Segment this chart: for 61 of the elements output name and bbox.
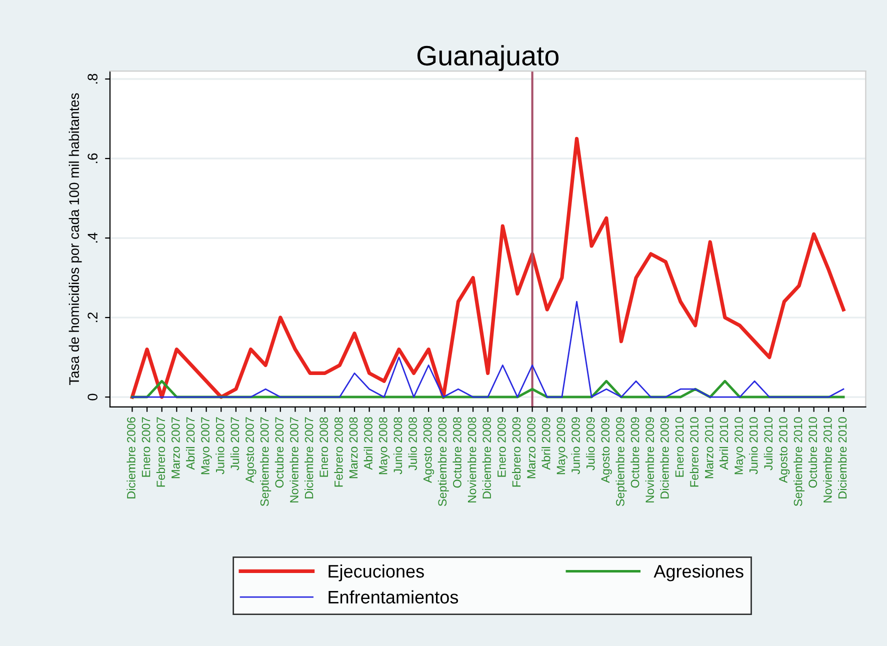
x-tick-label: Junio 2007 (216, 417, 224, 474)
x-tick-label: Abril 2007 (186, 417, 195, 470)
x-tick-label: Octubre 2010 (808, 417, 818, 488)
x-tick-label: Mayo 2009 (556, 417, 568, 474)
x-tick-label: Julio 2009 (586, 417, 595, 470)
y-tick-label: .8 (88, 74, 98, 84)
x-tick-label: Mayo 2010 (734, 417, 746, 474)
x-tick-label: Julio 2010 (764, 417, 773, 470)
y-tick-label: .2 (88, 312, 98, 322)
x-tick-label: Agosto 2008 (423, 417, 434, 483)
x-tick-label: Octubre 2009 (630, 417, 640, 488)
line-series (132, 300, 844, 398)
x-tick-label: Enero 2010 (675, 417, 684, 477)
x-tick-label: Diciembre 2007 (304, 417, 314, 498)
x-tick-label: Julio 2008 (408, 417, 417, 470)
y-tick-label: .4 (88, 232, 98, 243)
x-tick-label: Marzo 2008 (349, 417, 358, 478)
y-axis-title: Tasa de homicidios por cada 100 mil habitantes (68, 93, 82, 385)
x-tick-label: Marzo 2010 (704, 417, 714, 478)
x-tick-label: Noviembre 2007 (290, 417, 298, 502)
x-tick-label: Octubre 2008 (452, 417, 462, 488)
x-tick-label: Abril 2010 (719, 417, 728, 470)
x-tick-label: Septiembre 2007 (260, 417, 272, 506)
x-tick-label: Junio 2009 (571, 417, 580, 474)
x-tick-label: Diciembre 2008 (482, 417, 492, 498)
x-tick-label: Septiembre 2008 (438, 417, 449, 506)
x-tick-label: Marzo 2007 (171, 417, 180, 478)
legend-label: Agresiones (654, 564, 744, 582)
x-tick-label: Junio 2008 (393, 417, 402, 474)
x-tick-label: Agosto 2009 (601, 417, 612, 483)
x-tick-label: Febrero 2007 (156, 417, 166, 487)
y-tick-label: 0 (88, 394, 98, 400)
x-tick-label: Mayo 2008 (378, 417, 390, 474)
x-tick-label: Diciembre 2010 (838, 417, 847, 498)
x-tick-label: Noviembre 2010 (823, 417, 832, 502)
x-tick-label: Diciembre 2009 (660, 417, 669, 498)
x-tick-label: Noviembre 2008 (468, 417, 476, 502)
x-tick-label: Abril 2008 (364, 417, 372, 470)
x-tick-label: Febrero 2009 (512, 417, 521, 487)
chart-title: Guanajuato (417, 45, 559, 72)
x-tick-label: Julio 2007 (230, 417, 240, 470)
x-tick-label: Noviembre 2009 (645, 417, 654, 502)
x-tick-label: Enero 2007 (142, 417, 150, 477)
x-tick-label: Agosto 2010 (779, 417, 790, 483)
legend-label: Ejecuciones (328, 564, 424, 582)
x-tick-label: Enero 2009 (497, 417, 506, 477)
x-tick-label: Septiembre 2010 (794, 417, 805, 506)
x-tick-label: Agosto 2007 (246, 417, 256, 483)
x-tick-label: Septiembre 2009 (616, 417, 627, 506)
x-tick-label: Febrero 2008 (334, 417, 343, 487)
y-tick-label: .6 (88, 153, 98, 164)
x-tick-label: Enero 2008 (320, 417, 328, 477)
x-tick-label: Abril 2009 (542, 417, 550, 470)
x-tick-label: Junio 2010 (749, 417, 758, 474)
x-tick-label: Febrero 2010 (690, 417, 698, 487)
x-tick-label: Marzo 2009 (527, 417, 536, 478)
legend-label: Enfrentamientos (328, 590, 458, 604)
line-series (130, 136, 846, 399)
x-tick-label: Diciembre 2006 (126, 417, 136, 498)
x-tick-label: Octubre 2007 (274, 417, 284, 488)
x-tick-label: Mayo 2007 (201, 417, 212, 474)
